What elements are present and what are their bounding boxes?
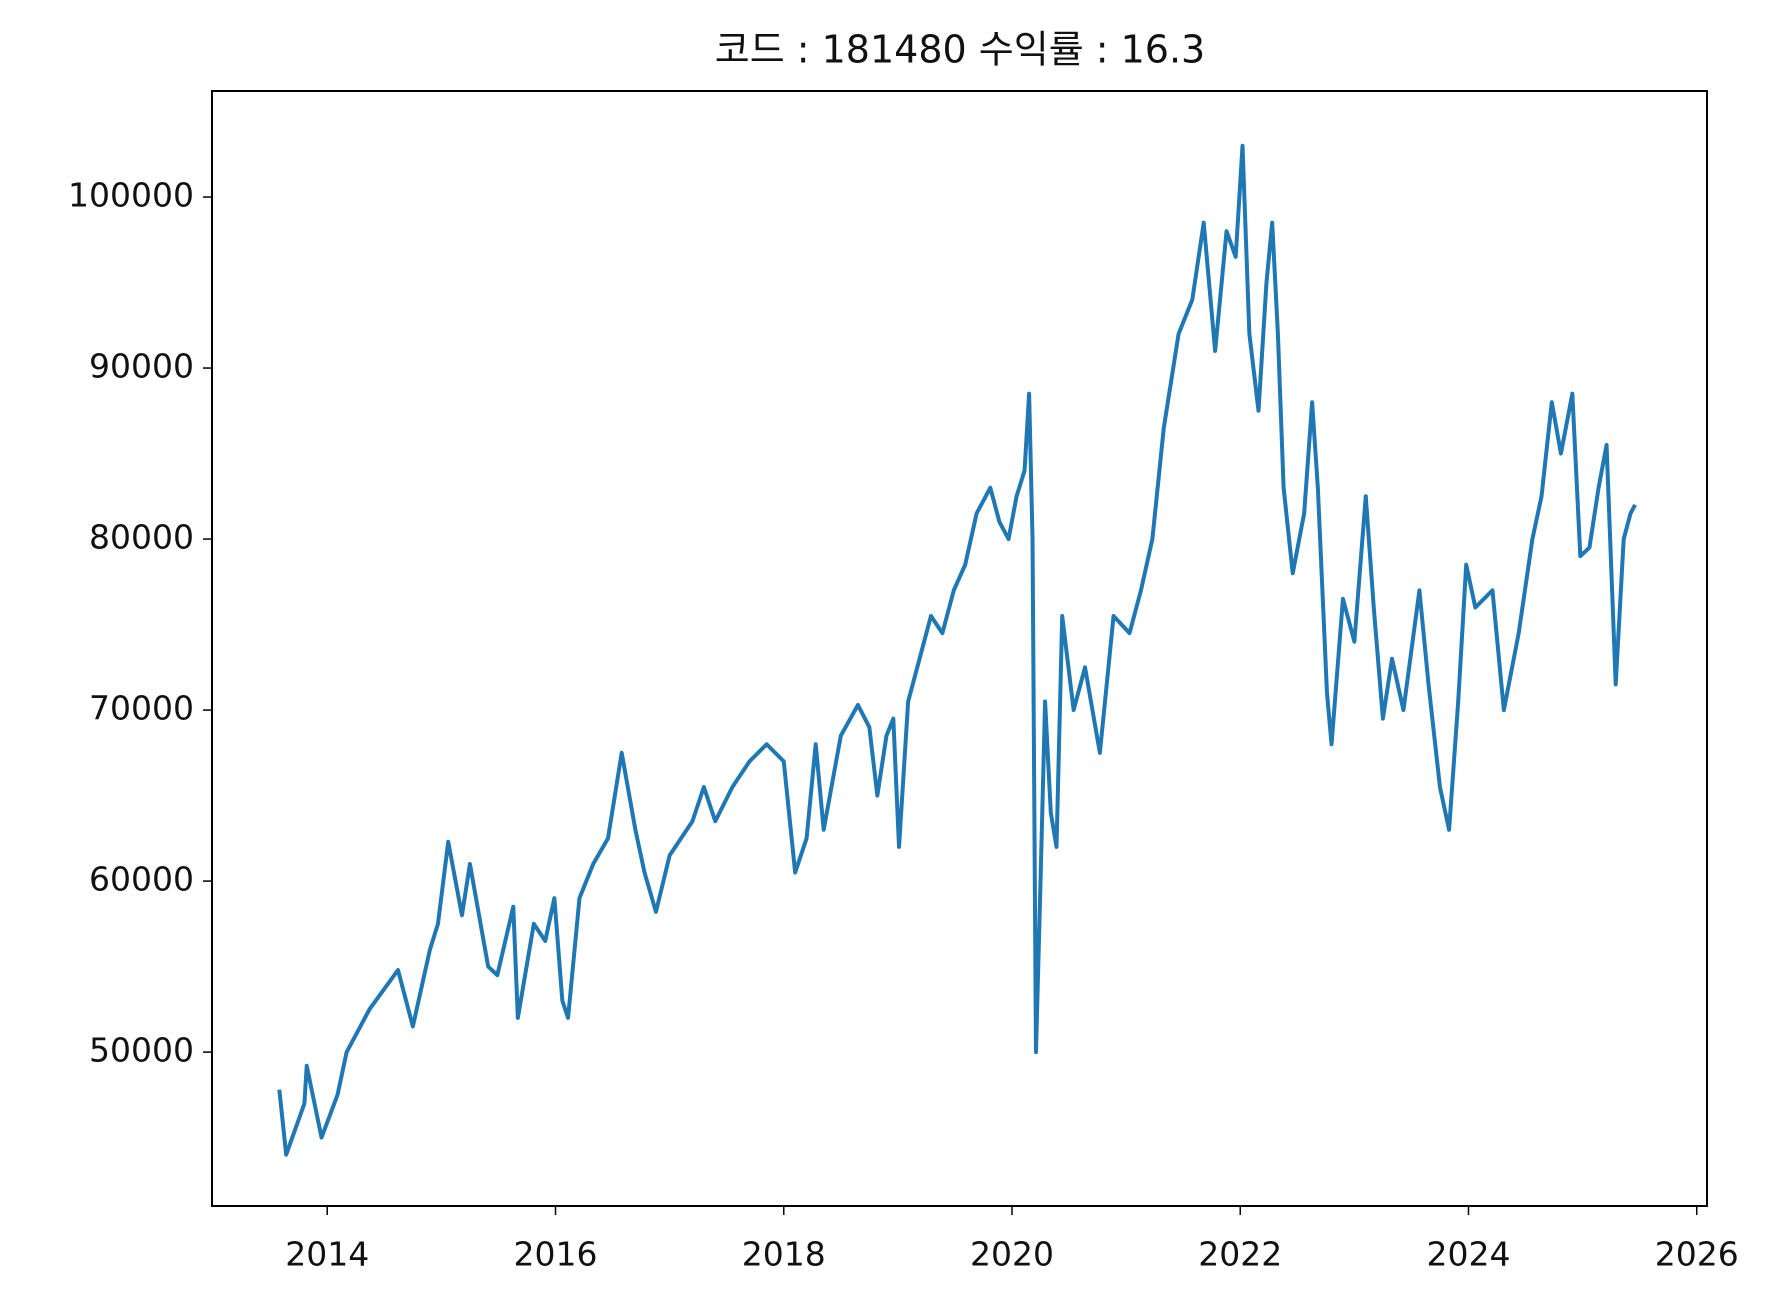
y-tick-label: 80000 [89, 518, 194, 557]
y-tick-label: 50000 [89, 1031, 194, 1070]
y-tick-label: 60000 [89, 860, 194, 899]
x-tick-label: 2020 [970, 1235, 1054, 1274]
x-tick-label: 2024 [1426, 1235, 1510, 1274]
chart-title: 코드 : 181480 수익률 : 16.3 [715, 28, 1205, 72]
x-tick-label: 2022 [1198, 1235, 1282, 1274]
price-line [277, 143, 1637, 1157]
y-tick-label: 90000 [89, 347, 194, 386]
y-tick-label: 100000 [68, 176, 194, 215]
x-tick-label: 2018 [742, 1235, 826, 1274]
axes-frame [211, 90, 1708, 1207]
x-tick-label: 2014 [285, 1235, 369, 1274]
y-tick-label: 70000 [89, 689, 194, 728]
x-tick-label: 2016 [514, 1235, 598, 1274]
x-tick-label: 2026 [1655, 1235, 1739, 1274]
